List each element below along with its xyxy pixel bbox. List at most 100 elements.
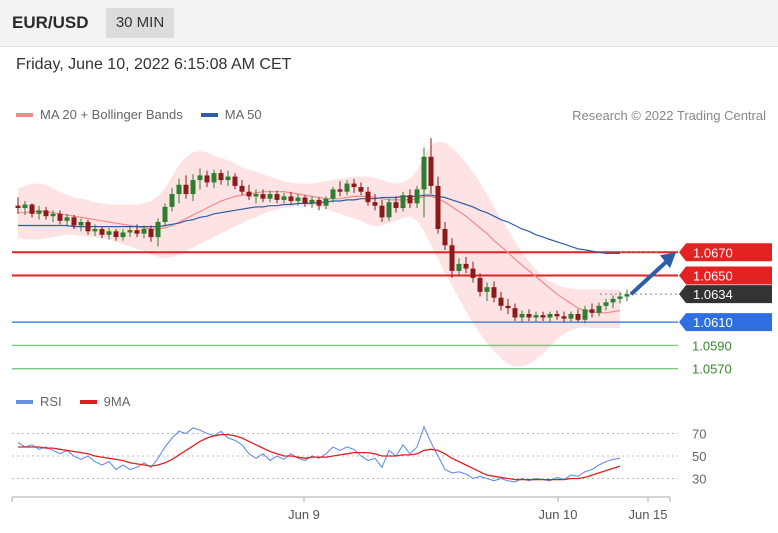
candle-body: [582, 309, 588, 320]
candle-body: [29, 204, 35, 214]
candle: [575, 309, 581, 323]
price-legend: MA 20 + Bollinger Bands MA 50: [16, 107, 280, 122]
candle-body: [470, 268, 476, 278]
candle-body: [120, 232, 126, 238]
rsi-level-label: 50: [692, 449, 706, 464]
top-bar: EUR/USD 30 MIN: [0, 0, 778, 47]
candle-body: [148, 228, 154, 238]
candle-body: [99, 228, 105, 235]
price-badge-label: 1.0650: [693, 269, 733, 284]
candle-body: [43, 210, 49, 217]
target-label: 1.0570: [692, 362, 732, 377]
candle: [246, 184, 252, 200]
candle: [449, 238, 455, 278]
candle-body: [134, 230, 140, 234]
candle-body: [92, 228, 98, 232]
candle-body: [428, 156, 434, 186]
candle-body: [526, 313, 532, 318]
candle: [533, 311, 539, 323]
candle-body: [302, 197, 308, 204]
candle: [456, 258, 462, 276]
candle: [85, 219, 91, 235]
rsi-level-label: 70: [692, 427, 706, 442]
candle: [337, 181, 343, 197]
candle: [169, 188, 175, 212]
candle-body: [575, 313, 581, 320]
candle: [78, 218, 84, 232]
price-badge-1.0634: [679, 285, 772, 304]
candle: [407, 189, 413, 209]
x-tick-label: Jun 15: [628, 507, 667, 522]
candle-body: [36, 210, 42, 214]
candle-body: [211, 173, 217, 183]
candle: [589, 303, 595, 318]
candle-body: [421, 156, 427, 190]
candle-body: [540, 315, 546, 318]
candle: [393, 196, 399, 213]
candle-body: [106, 231, 112, 235]
candle-body: [519, 313, 525, 318]
candle: [29, 203, 35, 218]
candle: [316, 197, 322, 211]
projection-arrow-shaft: [629, 258, 670, 296]
candle: [561, 311, 567, 323]
candle: [232, 173, 238, 190]
candle-body: [127, 230, 133, 233]
candle: [421, 147, 427, 218]
candle: [295, 194, 301, 206]
timeframe-button[interactable]: 30 MIN: [106, 8, 174, 38]
legend-label-rsi: RSI: [40, 394, 62, 409]
candle-body: [85, 221, 91, 232]
candle: [36, 205, 42, 220]
candle-body: [477, 277, 483, 292]
legend-ma50: MA 50: [200, 107, 262, 122]
candle-body: [141, 228, 147, 234]
candle-body: [15, 205, 21, 209]
candle-body: [323, 198, 329, 206]
candle: [120, 228, 126, 241]
legend-swatch-9ma: [79, 399, 97, 404]
candle: [127, 226, 133, 238]
candle: [43, 206, 49, 220]
candle: [596, 302, 602, 317]
candle: [351, 178, 357, 193]
candle-body: [365, 191, 371, 203]
candle: [281, 192, 287, 204]
candle-body: [561, 316, 567, 319]
legend-rsi: RSI: [16, 394, 62, 409]
candle-body: [435, 185, 441, 229]
candle: [71, 215, 77, 229]
bollinger-band: [18, 141, 620, 367]
candle-body: [274, 194, 280, 200]
candle: [624, 289, 630, 302]
candle-body: [407, 195, 413, 204]
candle-body: [617, 296, 623, 299]
target-label: 1.0590: [692, 338, 732, 353]
candle-body: [288, 196, 294, 202]
candle-body: [372, 202, 378, 206]
candle-body: [316, 199, 322, 206]
legend-swatch-rsi: [16, 399, 33, 404]
candle-body: [169, 194, 175, 207]
price-badge-label: 1.0670: [693, 245, 733, 260]
candle-body: [351, 183, 357, 188]
candle: [477, 273, 483, 297]
candle: [512, 303, 518, 321]
chart-datetime: Friday, June 10, 2022 6:15:08 AM CET: [16, 56, 292, 73]
candle: [113, 228, 119, 241]
candle-body: [393, 202, 399, 209]
candle: [582, 305, 588, 324]
candle: [554, 310, 560, 320]
candle-body: [22, 204, 28, 209]
candle-body: [113, 231, 119, 238]
candle-body: [337, 189, 343, 192]
candle-body: [57, 213, 63, 221]
projection-arrow-head: [660, 252, 676, 269]
candle: [617, 291, 623, 304]
candle-body: [442, 228, 448, 246]
rsi-9ma-line: [18, 433, 621, 481]
candle: [176, 178, 182, 204]
candle: [414, 185, 420, 209]
candle: [134, 224, 140, 238]
